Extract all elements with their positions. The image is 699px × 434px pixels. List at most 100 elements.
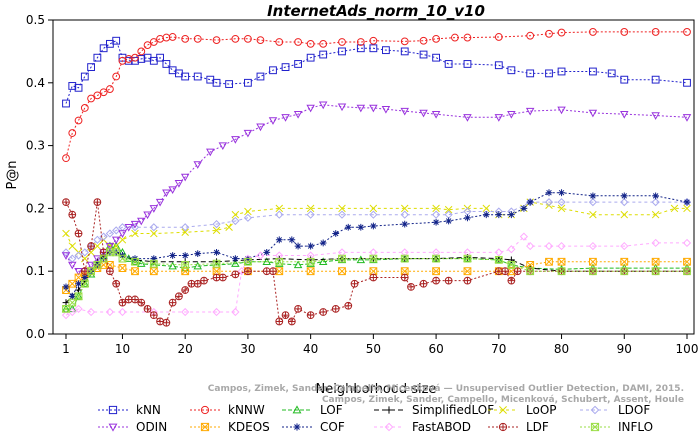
data-point — [381, 105, 391, 114]
data-point — [99, 88, 108, 97]
y-axis-label: P@n — [5, 160, 20, 189]
data-point — [294, 304, 302, 313]
data-point — [544, 198, 554, 207]
legend-label-lof: LOF — [320, 403, 343, 417]
legend: kNN kNNW LOF SimplifiedLOF LoOP LDOF ODIN KDEOS… — [98, 403, 653, 434]
data-point — [306, 267, 315, 276]
data-point — [275, 257, 284, 266]
data-point — [131, 296, 139, 303]
data-point — [87, 63, 95, 72]
data-point — [200, 422, 210, 432]
data-point — [256, 123, 265, 132]
data-point — [293, 110, 303, 119]
data-point — [118, 307, 127, 317]
data-point — [306, 210, 315, 219]
data-point — [112, 242, 120, 250]
legend-label-kdeos: KDEOS — [228, 420, 270, 434]
data-point — [589, 257, 597, 266]
y-tick-label: 0.0 — [26, 327, 45, 341]
data-point — [213, 274, 220, 281]
data-point — [112, 226, 121, 235]
data-point — [369, 36, 378, 45]
data-point — [99, 248, 108, 257]
data-point — [275, 317, 284, 326]
data-point — [206, 148, 215, 157]
data-point — [419, 279, 428, 288]
data-point — [400, 47, 409, 56]
data-point — [61, 252, 71, 260]
data-point — [87, 242, 95, 250]
data-point — [212, 259, 221, 268]
x-tick-label: 70 — [491, 342, 506, 356]
data-point — [432, 276, 440, 285]
series-line-loop — [65, 201, 687, 260]
data-point — [369, 44, 378, 53]
data-point — [155, 198, 165, 207]
data-point — [494, 255, 504, 264]
data-point — [420, 280, 427, 288]
data-point — [400, 107, 409, 116]
data-point — [432, 218, 440, 226]
data-point — [137, 217, 146, 226]
data-point — [482, 204, 491, 213]
data-point — [507, 245, 516, 254]
data-point — [231, 136, 240, 144]
data-point — [188, 280, 195, 288]
data-point — [137, 298, 146, 307]
data-point — [93, 235, 102, 244]
data-point — [545, 189, 553, 197]
data-point — [106, 267, 114, 275]
data-point — [212, 78, 221, 87]
data-point — [137, 259, 146, 267]
data-point — [501, 267, 509, 275]
data-point — [200, 277, 208, 285]
data-point — [181, 72, 190, 81]
data-point — [651, 28, 660, 36]
data-point — [86, 261, 96, 270]
data-point — [105, 229, 115, 238]
data-point — [463, 114, 472, 122]
data-point — [106, 261, 114, 269]
data-point — [231, 210, 240, 219]
data-point — [338, 204, 346, 213]
data-point — [68, 129, 77, 137]
data-point — [181, 223, 190, 232]
series-knn — [62, 36, 691, 108]
data-point — [149, 205, 159, 213]
data-point — [557, 204, 566, 213]
data-point — [75, 230, 82, 237]
data-point — [62, 198, 70, 206]
data-point — [262, 257, 271, 265]
data-point — [130, 220, 140, 229]
data-point — [275, 318, 283, 325]
data-point — [306, 204, 315, 213]
data-point — [463, 60, 472, 68]
data-point — [219, 274, 227, 281]
watermark-line-2: Campos, Zimek, Sander, Campello, Micenko… — [322, 395, 684, 405]
data-point — [620, 110, 629, 119]
data-point — [181, 286, 189, 294]
data-point — [419, 50, 428, 59]
data-point — [306, 257, 315, 266]
legend-item-knn: kNN — [98, 403, 161, 417]
legend-label-fastabod: FastABOD — [412, 420, 471, 434]
y-tick-label: 0.4 — [26, 76, 45, 90]
data-point — [344, 302, 352, 310]
data-point — [212, 226, 221, 235]
data-point — [288, 236, 296, 244]
x-axis-label: Neighborhood size — [316, 382, 437, 397]
data-point — [105, 307, 115, 317]
data-point — [244, 34, 252, 43]
data-point — [150, 311, 158, 319]
data-point — [93, 198, 101, 206]
data-point — [331, 304, 340, 313]
series-line-cof — [65, 192, 688, 298]
data-point — [292, 405, 302, 414]
data-point — [193, 279, 202, 288]
data-point — [181, 286, 190, 294]
legend-label-knnw: kNNW — [228, 403, 265, 417]
data-point — [169, 299, 177, 306]
data-point — [557, 198, 566, 207]
data-point — [193, 261, 202, 270]
